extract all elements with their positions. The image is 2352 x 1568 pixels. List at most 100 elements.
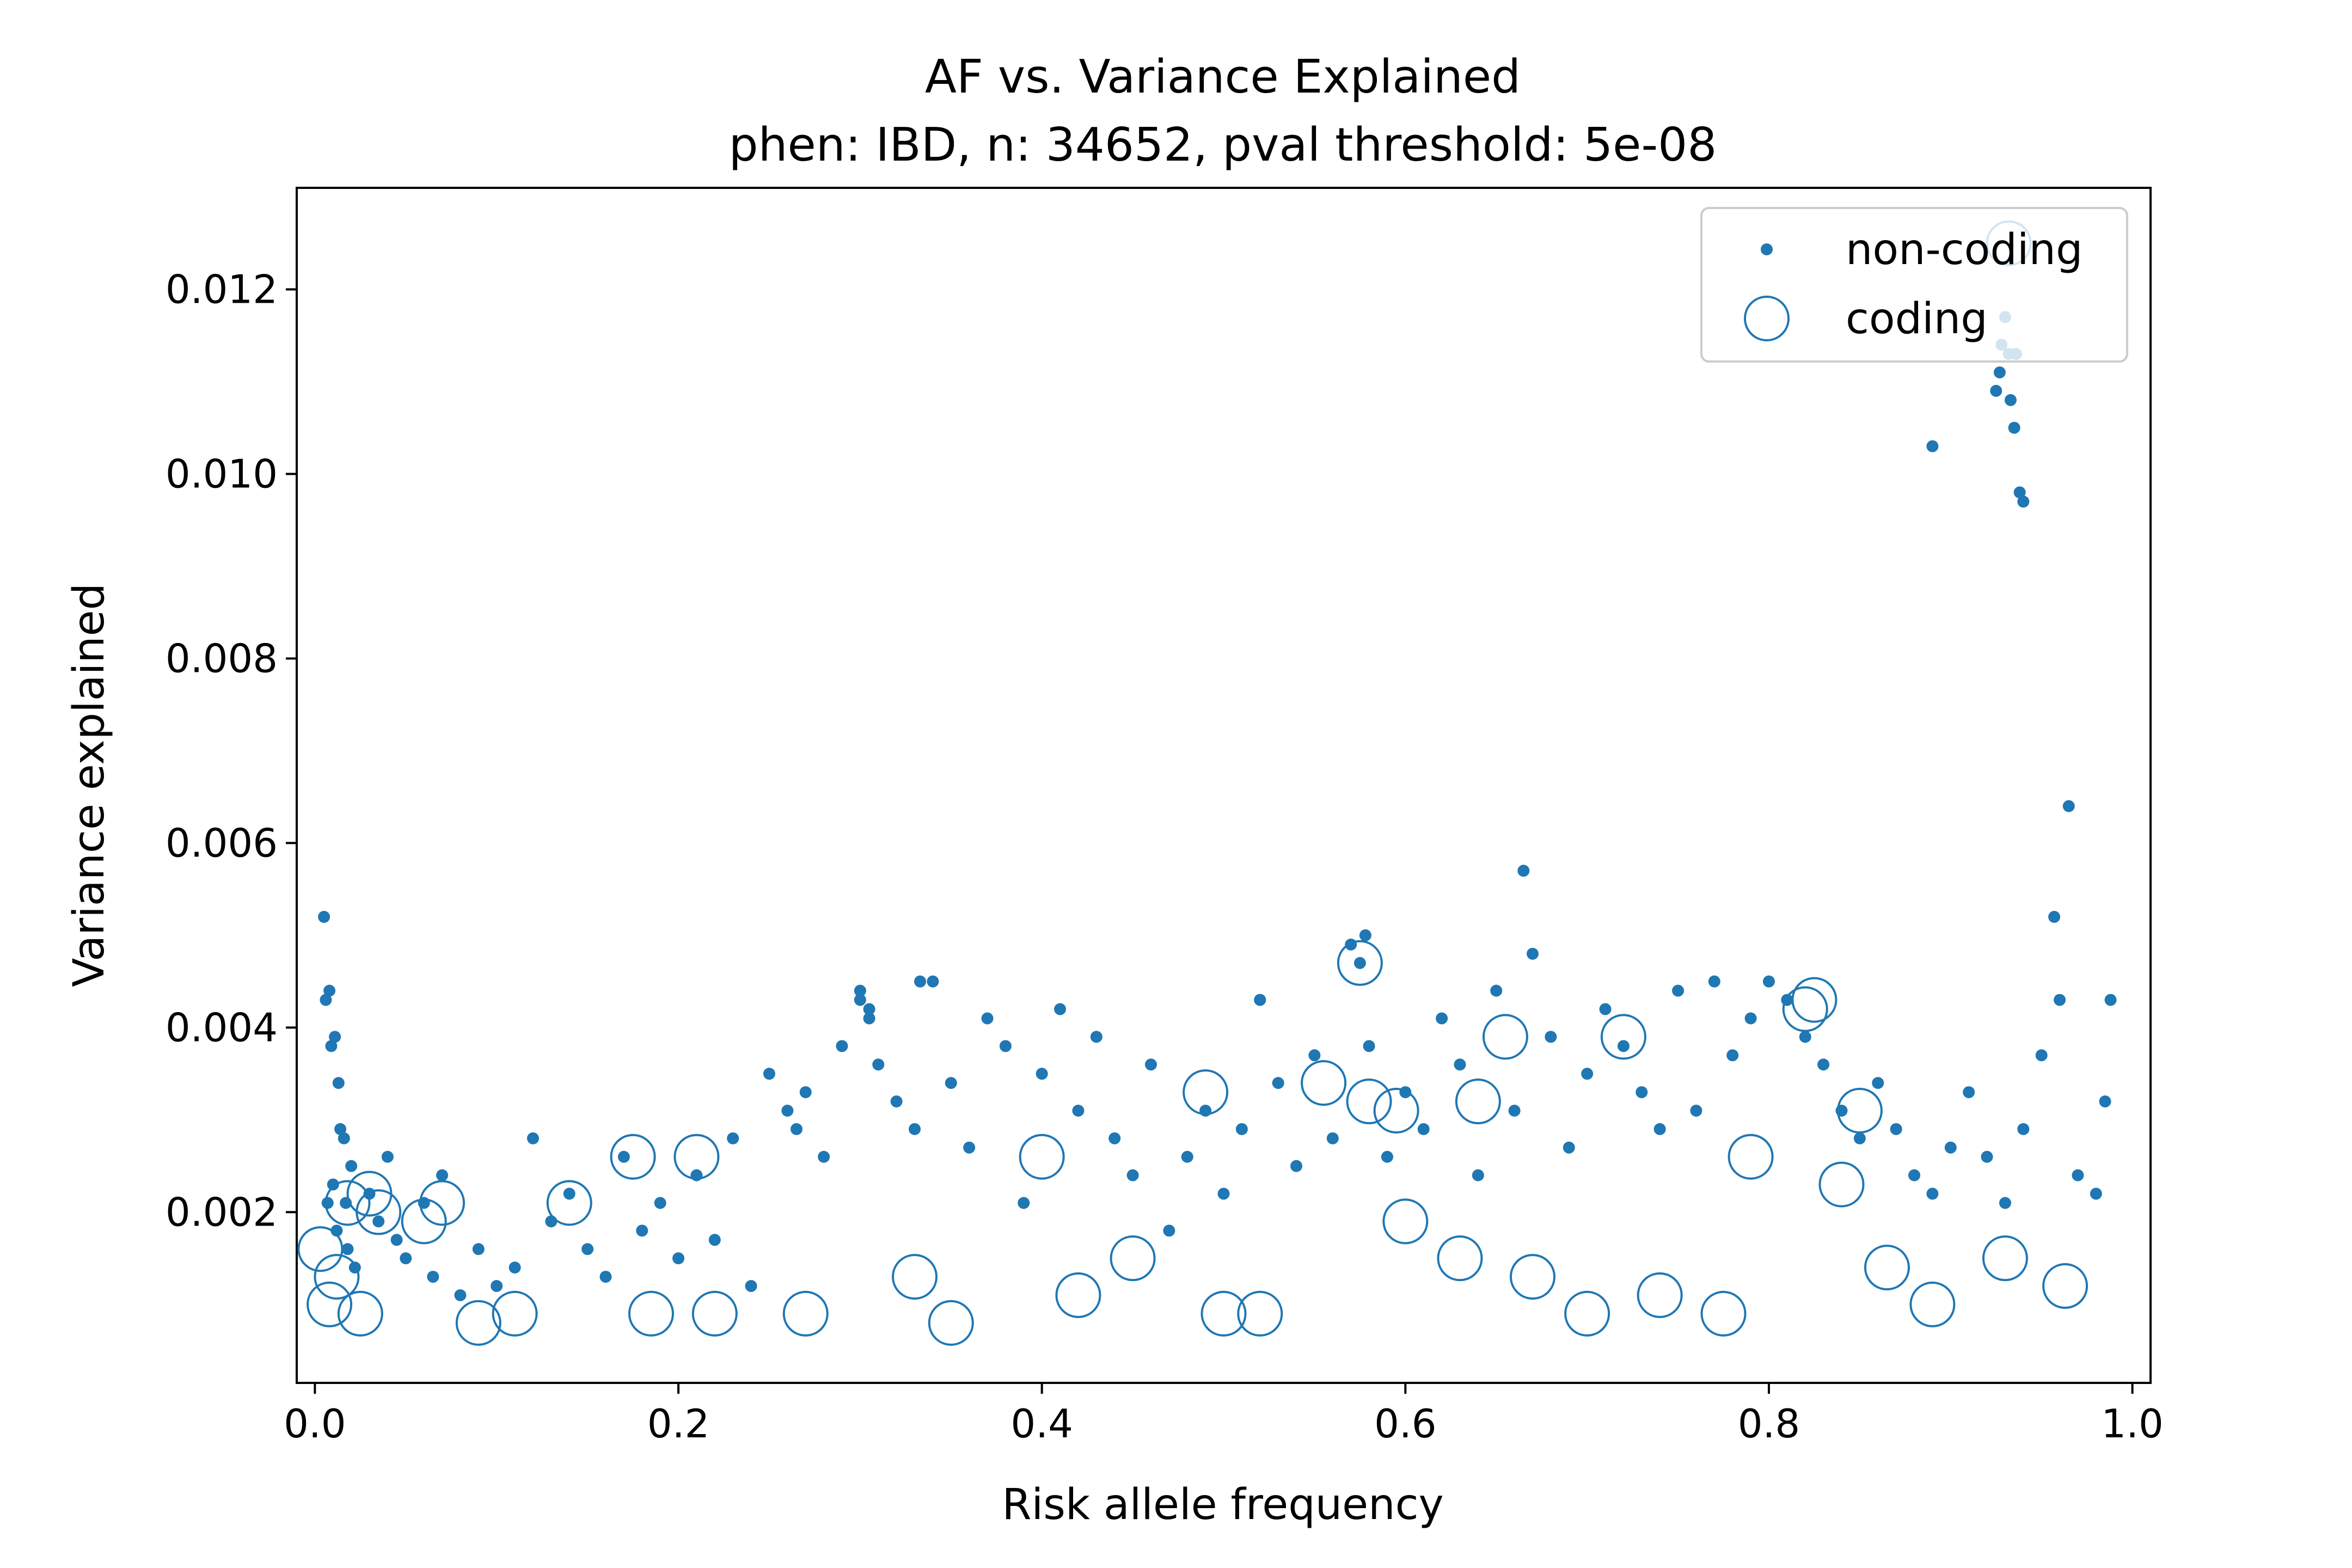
coding-point — [1346, 1079, 1392, 1125]
coding-point — [307, 1281, 353, 1327]
non-coding-point — [1653, 1123, 1666, 1135]
non-coding-point — [1126, 1169, 1139, 1181]
coding-point — [1482, 1014, 1528, 1060]
non-coding-point — [1599, 1003, 1612, 1015]
non-coding-point — [427, 1271, 439, 1283]
coding-point — [356, 1189, 402, 1235]
non-coding-point — [526, 1132, 539, 1144]
legend-noncoding-marker — [1761, 243, 1773, 255]
non-coding-point — [581, 1243, 594, 1255]
non-coding-point — [329, 1031, 341, 1043]
coding-point — [455, 1300, 501, 1346]
non-coding-point — [1981, 1150, 1993, 1163]
non-coding-point — [1999, 1197, 2011, 1209]
non-coding-point — [325, 1040, 338, 1052]
coding-point — [1600, 1014, 1646, 1060]
non-coding-point — [1872, 1077, 1884, 1089]
non-coding-point — [1090, 1031, 1102, 1043]
non-coding-point — [1217, 1187, 1230, 1200]
non-coding-point — [1726, 1049, 1739, 1062]
non-coding-point — [1527, 947, 1539, 960]
x-tick-label: 0.6 — [1374, 1401, 1437, 1447]
legend-coding-label: coding — [1846, 295, 1988, 344]
non-coding-point — [1853, 1132, 1866, 1144]
non-coding-point — [1799, 1031, 1811, 1043]
coding-point — [1055, 1272, 1101, 1318]
non-coding-point — [799, 1086, 812, 1099]
coding-point — [337, 1290, 383, 1337]
non-coding-point — [1708, 975, 1720, 988]
non-coding-point — [854, 984, 866, 997]
non-coding-point — [2017, 1123, 2030, 1135]
non-coding-point — [1963, 1086, 1975, 1099]
x-tick-label: 0.4 — [1010, 1401, 1073, 1447]
legend: non-coding coding — [1700, 207, 2128, 363]
coding-point — [419, 1180, 465, 1226]
non-coding-point — [1762, 975, 1775, 988]
non-coding-point — [1563, 1141, 1575, 1154]
non-coding-point — [1990, 384, 2002, 397]
non-coding-point — [2072, 1169, 2084, 1181]
non-coding-point — [1290, 1160, 1303, 1172]
non-coding-point — [708, 1234, 721, 1246]
non-coding-point — [1359, 929, 1371, 941]
non-coding-point — [1144, 1058, 1157, 1071]
coding-point — [1110, 1235, 1156, 1282]
x-tick-label: 0.0 — [284, 1401, 346, 1447]
coding-point — [1982, 1235, 2028, 1282]
non-coding-point — [345, 1160, 358, 1172]
non-coding-point — [1993, 366, 2006, 378]
x-tick-label: 1.0 — [2101, 1401, 2164, 1447]
non-coding-point — [390, 1234, 403, 1246]
non-coding-point — [338, 1132, 350, 1144]
coding-point — [2042, 1263, 2088, 1309]
non-coding-point — [1272, 1077, 1284, 1089]
non-coding-point — [327, 1178, 339, 1191]
non-coding-point — [1108, 1132, 1121, 1144]
non-coding-point — [1926, 1187, 1939, 1200]
chart-title: AF vs. Variance Explained — [925, 50, 1521, 104]
non-coding-series — [318, 311, 2117, 1301]
coding-series — [297, 220, 2088, 1346]
non-coding-point — [1181, 1150, 1193, 1163]
non-coding-point — [1617, 1040, 1630, 1052]
non-coding-point — [791, 1123, 803, 1135]
chart-subtitle: phen: IBD, n: 34652, pval threshold: 5e-… — [729, 118, 1717, 172]
legend-box — [1700, 207, 2128, 363]
non-coding-point — [1363, 1040, 1375, 1052]
non-coding-point — [927, 975, 939, 988]
non-coding-point — [332, 1077, 345, 1089]
non-coding-point — [672, 1252, 685, 1265]
coding-point — [1337, 940, 1383, 986]
non-coding-point — [330, 1224, 343, 1237]
coding-point — [1019, 1134, 1065, 1180]
non-coding-point — [1490, 984, 1503, 997]
non-coding-point — [1326, 1132, 1339, 1144]
coding-point — [1373, 1087, 1419, 1134]
non-coding-point — [1163, 1224, 1175, 1237]
non-coding-point — [872, 1058, 885, 1071]
non-coding-point — [999, 1040, 1012, 1052]
non-coding-point — [1690, 1104, 1702, 1117]
coding-point — [1564, 1290, 1610, 1337]
coding-point — [314, 1254, 360, 1300]
non-coding-point — [341, 1243, 354, 1255]
coding-point — [782, 1290, 829, 1337]
non-coding-point — [1926, 440, 1939, 452]
x-axis-ticks: 0.0 0.2 0.4 0.6 0.8 1.0 — [284, 1383, 2164, 1447]
non-coding-point — [1417, 1123, 1430, 1135]
non-coding-point — [1054, 1003, 1067, 1015]
non-coding-point — [599, 1271, 612, 1283]
non-coding-point — [1436, 1012, 1448, 1025]
y-tick-label: 0.002 — [166, 1189, 278, 1235]
non-coding-point — [854, 994, 866, 1006]
coding-point — [1455, 1079, 1501, 1125]
coding-point — [1728, 1134, 1774, 1180]
coding-point — [1791, 977, 1837, 1023]
non-coding-point — [320, 994, 332, 1006]
coding-point — [673, 1134, 720, 1180]
non-coding-point — [1235, 1123, 1248, 1135]
non-coding-point — [1890, 1123, 1902, 1135]
non-coding-point — [1517, 865, 1530, 877]
